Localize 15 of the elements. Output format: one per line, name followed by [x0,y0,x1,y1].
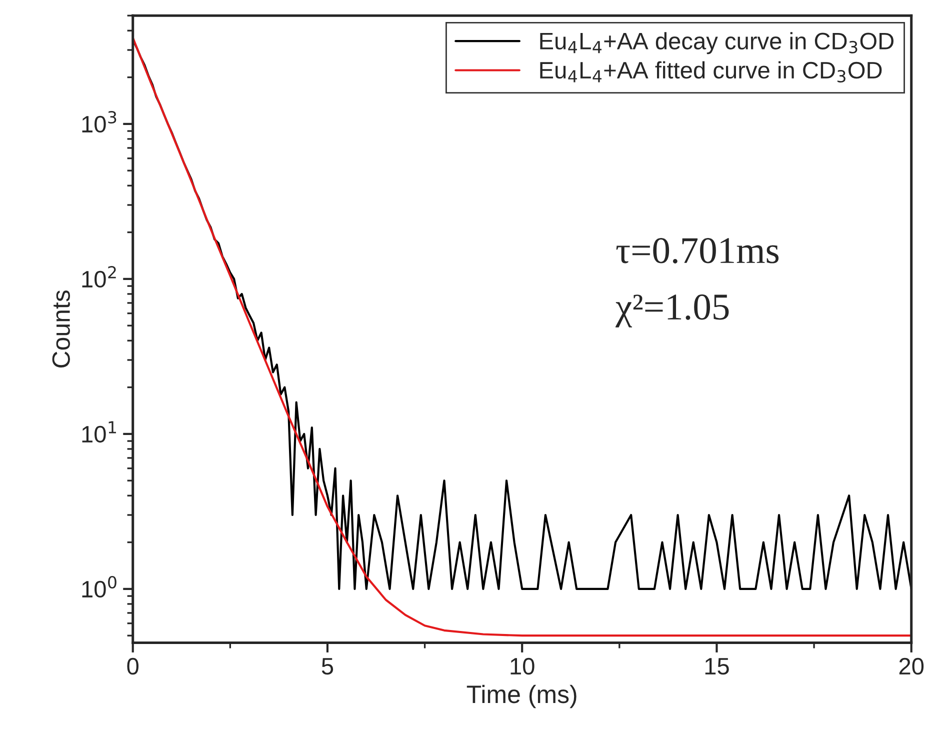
y-tick-label: 10$^{1}$ [82,421,116,443]
annotation: τ=0.701ms [616,238,779,264]
x-tick-label: 20 [899,658,924,675]
annotation: χ²=1.05 [615,294,729,328]
x-tick-label: 0 [127,658,138,675]
y-tick-label: 10$^{2}$ [82,266,116,288]
legend-label: Eu$_{4}$L$_{4}$+AA decay curve in CD$_{3}$OD [540,32,894,54]
y-tick-label: 10$^{0}$ [82,576,116,598]
x-tick-label: 5 [322,658,334,675]
y-tick-label: 10$^{3}$ [82,111,116,133]
legend-label: Eu$_{4}$L$_{4}$+AA fitted curve in CD$_{3}$OD [540,61,882,83]
x-tick-label: 10 [510,658,534,675]
x-axis-title: Time (ms) [466,684,576,708]
x-tick-label: 15 [705,658,729,675]
y-axis-title: Counts [52,290,70,368]
